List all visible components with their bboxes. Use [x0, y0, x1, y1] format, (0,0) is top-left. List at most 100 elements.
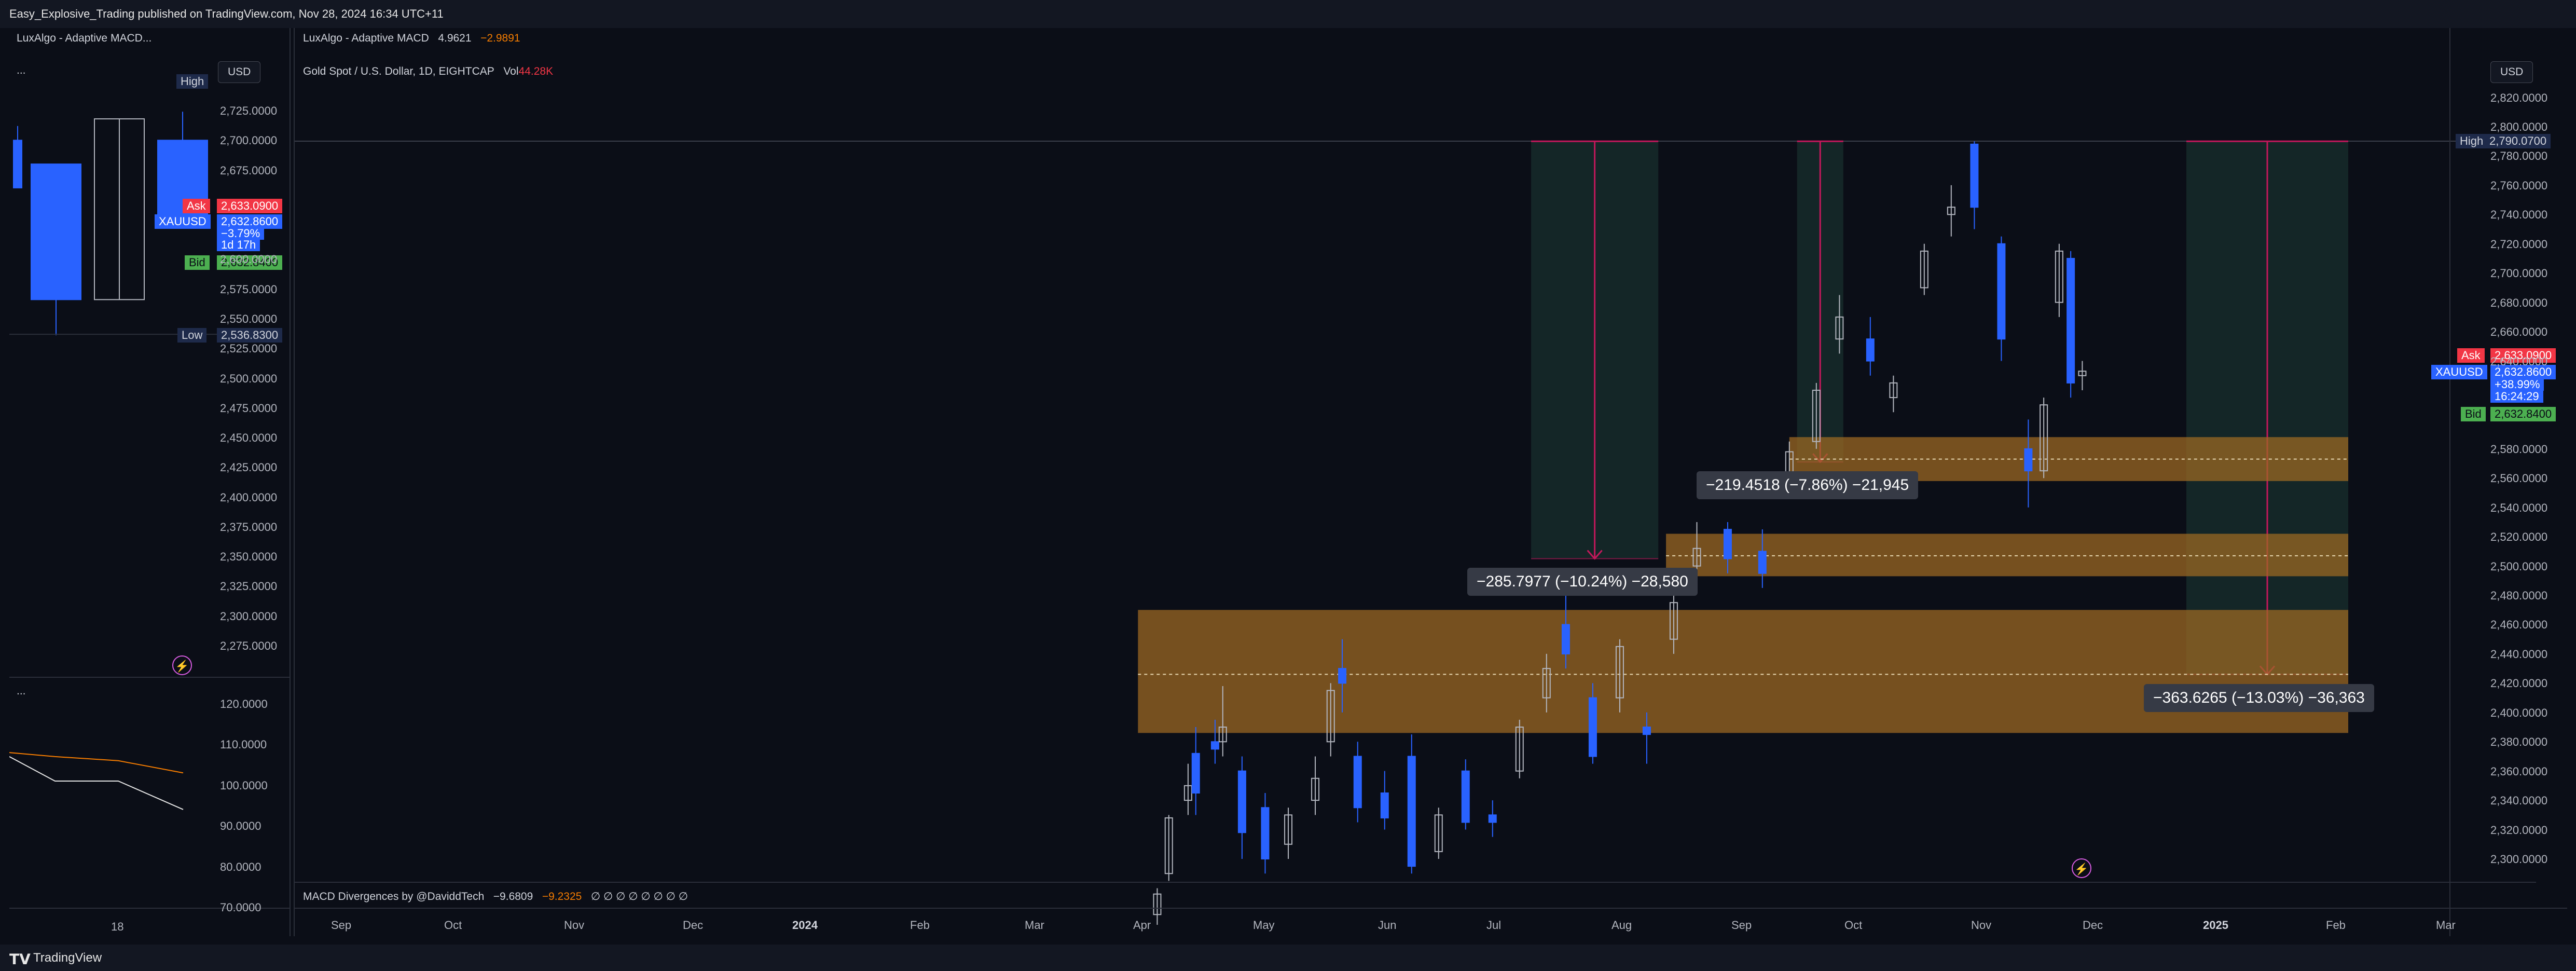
macd-div-legend[interactable]: MACD Divergences by @DaviddTech −9.6809 … — [303, 890, 688, 903]
candle-body — [1353, 756, 1362, 809]
candle-body — [1461, 770, 1470, 823]
candle-body — [1947, 207, 1955, 215]
price-tick-label: 2,740.0000 — [2490, 208, 2548, 222]
left-price-tick-label: 2,725.0000 — [220, 104, 278, 117]
measure-label-2: −219.4518 (−7.86%) −21,945 — [1697, 471, 1919, 499]
price-tick-label: 2,340.0000 — [2490, 794, 2548, 808]
indicator-legend[interactable]: LuxAlgo - Adaptive MACD 4.9621 −2.9891 — [303, 32, 520, 45]
left-price-tick-label: 2,325.0000 — [220, 580, 278, 593]
symbol-legend[interactable]: Gold Spot / U.S. Dollar, 1D, EIGHTCAP Vo… — [303, 65, 553, 78]
left-time-tick: 18 — [111, 920, 124, 933]
time-tick-label: 2025 — [2203, 919, 2228, 932]
time-tick-label: Nov — [564, 919, 585, 932]
left-candle-body — [94, 118, 145, 300]
left-bid-value: 2,632.8400 — [217, 255, 283, 270]
candle-body — [1889, 382, 1898, 399]
left-price-tick-label: 2,375.0000 — [220, 520, 278, 534]
left-price-tick-label: 2,450.0000 — [220, 431, 278, 445]
left-osc-dots[interactable]: ... — [17, 685, 26, 697]
footer-bar: 𝗧𝗩 TradingView — [0, 945, 2576, 971]
left-alert-bolt-icon[interactable]: ⚡ — [172, 655, 192, 675]
left-price-tick-label: 2,350.0000 — [220, 550, 278, 564]
left-price-tick-label: 2,700.0000 — [220, 134, 278, 147]
candle-body — [1210, 741, 1219, 750]
candle-body — [1542, 668, 1551, 699]
candle-body — [1515, 727, 1524, 772]
price-tick-label: 2,400.0000 — [2490, 706, 2548, 719]
left-price-tick-label: 2,600.0000 — [220, 253, 278, 266]
price-tick-label: 2,780.0000 — [2490, 149, 2548, 163]
time-tick-label: Mar — [2436, 919, 2456, 932]
price-tick-label: 2,720.0000 — [2490, 237, 2548, 251]
price-tick-label: 2,440.0000 — [2490, 647, 2548, 661]
price-tick-label: 2,640.0000 — [2490, 354, 2548, 368]
ask-value: 2,633.0900 — [2490, 348, 2556, 363]
tradingview-logo-icon[interactable]: 𝗧𝗩 — [9, 951, 31, 967]
left-bid-tag: Bid — [185, 255, 210, 270]
candle-body — [1812, 389, 1821, 442]
candle-body — [1866, 338, 1875, 362]
main-currency-button[interactable]: USD — [2490, 61, 2533, 83]
time-tick-label: Oct — [444, 919, 462, 932]
price-tick-label: 2,560.0000 — [2490, 472, 2548, 485]
brand-name[interactable]: TradingView — [33, 951, 102, 965]
symbol-value: 2,632.8600 — [2490, 365, 2556, 379]
time-tick-label: Oct — [1844, 919, 1863, 932]
left-currency-button[interactable]: USD — [218, 61, 261, 83]
left-candle-body — [31, 163, 81, 300]
main-alert-bolt-icon[interactable]: ⚡ — [2072, 858, 2091, 878]
price-tick-label: 2,680.0000 — [2490, 296, 2548, 309]
candle-body — [1561, 624, 1570, 654]
candle-body — [1191, 753, 1200, 794]
time-tick-label: Apr — [1133, 919, 1151, 932]
left-price-tick-label: 2,525.0000 — [220, 342, 278, 355]
left-price-panel — [9, 28, 291, 936]
price-tick-label: 2,320.0000 — [2490, 823, 2548, 837]
support-zone — [1666, 534, 2349, 577]
left-osc-tick-label: 120.0000 — [220, 698, 268, 710]
time-tick-label: Dec — [2083, 919, 2103, 932]
left-dots[interactable]: ... — [17, 64, 26, 76]
left-osc-tick-label: 100.0000 — [220, 778, 268, 792]
candle-body — [1434, 814, 1443, 852]
macd-div-empties: ∅ ∅ ∅ ∅ ∅ ∅ ∅ ∅ — [590, 891, 688, 902]
left-candles-chart — [9, 112, 290, 909]
candle-body — [1723, 529, 1732, 559]
main-price-chart — [295, 28, 2567, 936]
candle-body — [1311, 777, 1320, 801]
candle-body — [1758, 551, 1767, 574]
left-low-value: 2,536.8300 — [217, 328, 283, 343]
candle-body — [1615, 646, 1624, 699]
time-tick-label: Jul — [1486, 919, 1501, 932]
indicator-name: LuxAlgo - Adaptive MACD — [303, 32, 429, 44]
price-tick-label: 2,660.0000 — [2490, 325, 2548, 339]
candle-body — [1164, 817, 1173, 874]
left-ask-value: 2,633.0900 — [217, 199, 283, 213]
left-osc-orange-line — [9, 752, 184, 774]
candle-body — [2067, 257, 2075, 384]
price-tick-label: 2,360.0000 — [2490, 764, 2548, 778]
left-price-tick-label: 2,400.0000 — [220, 490, 278, 504]
left-price-tick-label: 2,675.0000 — [220, 163, 278, 177]
time-tick-label: Dec — [683, 919, 704, 932]
support-zone — [1138, 610, 2349, 733]
left-symbol-change: −3.79% — [217, 227, 265, 240]
indicator-value-1: 4.9621 — [438, 32, 472, 44]
left-symbol-countdown: 1d 17h — [217, 239, 260, 251]
candle-body — [1407, 756, 1416, 867]
left-symbol-value: 2,632.8600 — [217, 214, 283, 229]
left-low-tag: Low — [177, 328, 207, 343]
left-osc-tick-label: 70.0000 — [220, 901, 261, 914]
price-tick-label: 2,500.0000 — [2490, 559, 2548, 573]
candle-body — [1920, 250, 1928, 289]
symbol-change: +38.99% — [2490, 378, 2544, 391]
candle-body — [1261, 807, 1270, 859]
candle-body — [1642, 727, 1651, 735]
candle-body — [1338, 668, 1347, 684]
left-price-tick-label: 2,425.0000 — [220, 461, 278, 474]
measure-label-1: −285.7977 (−10.24%) −28,580 — [1467, 568, 1698, 596]
volume-label: Vol — [503, 65, 519, 77]
time-tick-label: Sep — [331, 919, 352, 932]
macd-div-value-2: −9.2325 — [542, 891, 582, 902]
left-price-tick-label: 2,500.0000 — [220, 372, 278, 385]
